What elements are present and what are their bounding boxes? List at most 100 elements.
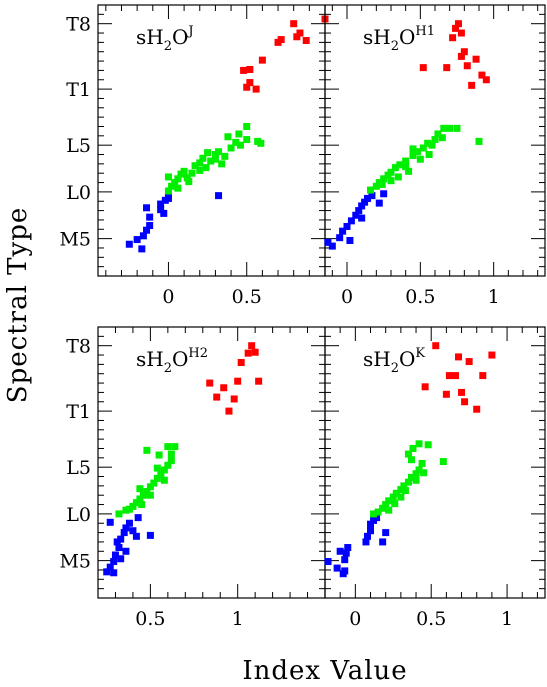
x-axis-label: Index Value bbox=[242, 656, 407, 683]
data-point-l bbox=[439, 458, 447, 466]
data-point-l bbox=[475, 137, 483, 145]
data-point-m bbox=[382, 529, 390, 537]
data-point-l bbox=[413, 148, 421, 156]
data-point-l bbox=[235, 130, 243, 138]
data-point-l bbox=[396, 161, 404, 169]
y-tick-label: T1 bbox=[66, 79, 91, 101]
data-point-l bbox=[218, 160, 226, 168]
data-point-t bbox=[220, 384, 228, 392]
data-point-t bbox=[252, 85, 260, 93]
data-point-m bbox=[358, 202, 366, 210]
x-tick-label: 0 bbox=[341, 286, 353, 308]
data-point-l bbox=[387, 168, 395, 176]
data-point-m bbox=[115, 544, 123, 552]
data-point-l bbox=[409, 151, 417, 159]
data-point-l bbox=[164, 173, 172, 181]
x-tick-label: 1 bbox=[501, 608, 513, 630]
data-point-m bbox=[373, 514, 381, 522]
data-point-t bbox=[419, 64, 427, 72]
panel-sh2o-h2: T8 T1 L5 L0 M5 0.5 1 sH2OH2 bbox=[59, 326, 326, 630]
data-point-l bbox=[407, 473, 415, 481]
data-point-t bbox=[465, 358, 473, 366]
y-tick-label: T8 bbox=[66, 14, 91, 36]
data-point-t bbox=[482, 76, 490, 84]
data-point-l bbox=[415, 466, 423, 474]
data-point-l bbox=[224, 133, 232, 141]
data-point-m bbox=[106, 518, 114, 526]
data-point-t bbox=[458, 388, 466, 396]
data-point-l bbox=[446, 124, 454, 132]
data-point-t bbox=[213, 393, 221, 401]
data-point-m bbox=[160, 209, 168, 217]
data-point-m bbox=[111, 551, 119, 559]
data-point-t bbox=[479, 372, 487, 380]
data-point-l bbox=[372, 182, 380, 190]
data-point-m bbox=[363, 532, 371, 540]
data-point-t bbox=[432, 342, 440, 350]
data-point-m bbox=[352, 211, 360, 219]
data-point-l bbox=[385, 506, 393, 514]
x-tick-label: 0.5 bbox=[135, 608, 165, 630]
panel-title: sH2OK bbox=[363, 346, 425, 376]
data-point-l bbox=[418, 459, 426, 467]
data-point-m bbox=[336, 547, 344, 555]
data-point-t bbox=[302, 37, 310, 45]
data-point-m bbox=[361, 198, 369, 206]
data-point-l bbox=[146, 491, 154, 499]
data-point-t bbox=[230, 395, 238, 403]
data-point-m bbox=[347, 217, 355, 225]
data-point-l bbox=[136, 485, 144, 493]
y-tick-label: T1 bbox=[66, 401, 91, 423]
data-point-t bbox=[468, 81, 476, 89]
data-point-t bbox=[452, 24, 460, 32]
data-point-l bbox=[164, 187, 172, 195]
data-point-l bbox=[428, 141, 436, 149]
data-point-l bbox=[402, 157, 410, 165]
data-point-l bbox=[392, 489, 400, 497]
data-point-l bbox=[424, 441, 432, 449]
data-point-l bbox=[171, 443, 179, 451]
x-tick-label: 0.5 bbox=[416, 608, 446, 630]
data-point-l bbox=[183, 174, 191, 182]
data-point-l bbox=[215, 148, 223, 156]
data-point-t bbox=[244, 349, 252, 357]
data-point-m bbox=[367, 527, 375, 535]
data-point-l bbox=[174, 184, 182, 192]
data-point-m bbox=[324, 238, 332, 246]
data-point-m bbox=[358, 214, 366, 222]
data-point-m bbox=[134, 514, 142, 522]
data-point-l bbox=[160, 466, 168, 474]
data-point-t bbox=[443, 64, 451, 72]
x-tick-label: 1 bbox=[488, 286, 500, 308]
x-tick-label: 1 bbox=[232, 608, 244, 630]
data-point-t bbox=[463, 62, 471, 70]
y-tick-label: L5 bbox=[66, 457, 91, 479]
data-point-m bbox=[120, 529, 128, 537]
data-point-l bbox=[366, 186, 374, 194]
y-tick-label: L0 bbox=[66, 182, 91, 204]
x-tick-label: 0.5 bbox=[232, 286, 262, 308]
data-point-m bbox=[113, 538, 121, 546]
data-point-t bbox=[421, 383, 429, 391]
data-point-l bbox=[164, 461, 172, 469]
data-point-m bbox=[110, 569, 118, 577]
data-point-l bbox=[370, 510, 378, 518]
data-point-l bbox=[199, 154, 207, 162]
data-point-l bbox=[164, 443, 172, 451]
data-point-l bbox=[440, 124, 448, 132]
data-point-l bbox=[424, 139, 432, 147]
data-point-l bbox=[434, 130, 442, 138]
data-point-l bbox=[174, 175, 182, 183]
data-point-l bbox=[236, 141, 244, 149]
scatter-panels: T8 T1 L5 L0 M5 0 0.5 sH2OJ 0 0.5 1 sH2OH1 T8 T1 L5 L0 M5… bbox=[59, 4, 546, 630]
data-point-l bbox=[425, 151, 433, 159]
data-point-m bbox=[129, 527, 137, 535]
data-point-l bbox=[407, 456, 415, 464]
data-point-l bbox=[397, 486, 405, 494]
data-point-m bbox=[215, 192, 223, 200]
data-point-m bbox=[132, 532, 140, 540]
data-point-m bbox=[328, 242, 336, 250]
y-tick-label: M5 bbox=[59, 551, 91, 573]
data-point-l bbox=[397, 493, 405, 501]
